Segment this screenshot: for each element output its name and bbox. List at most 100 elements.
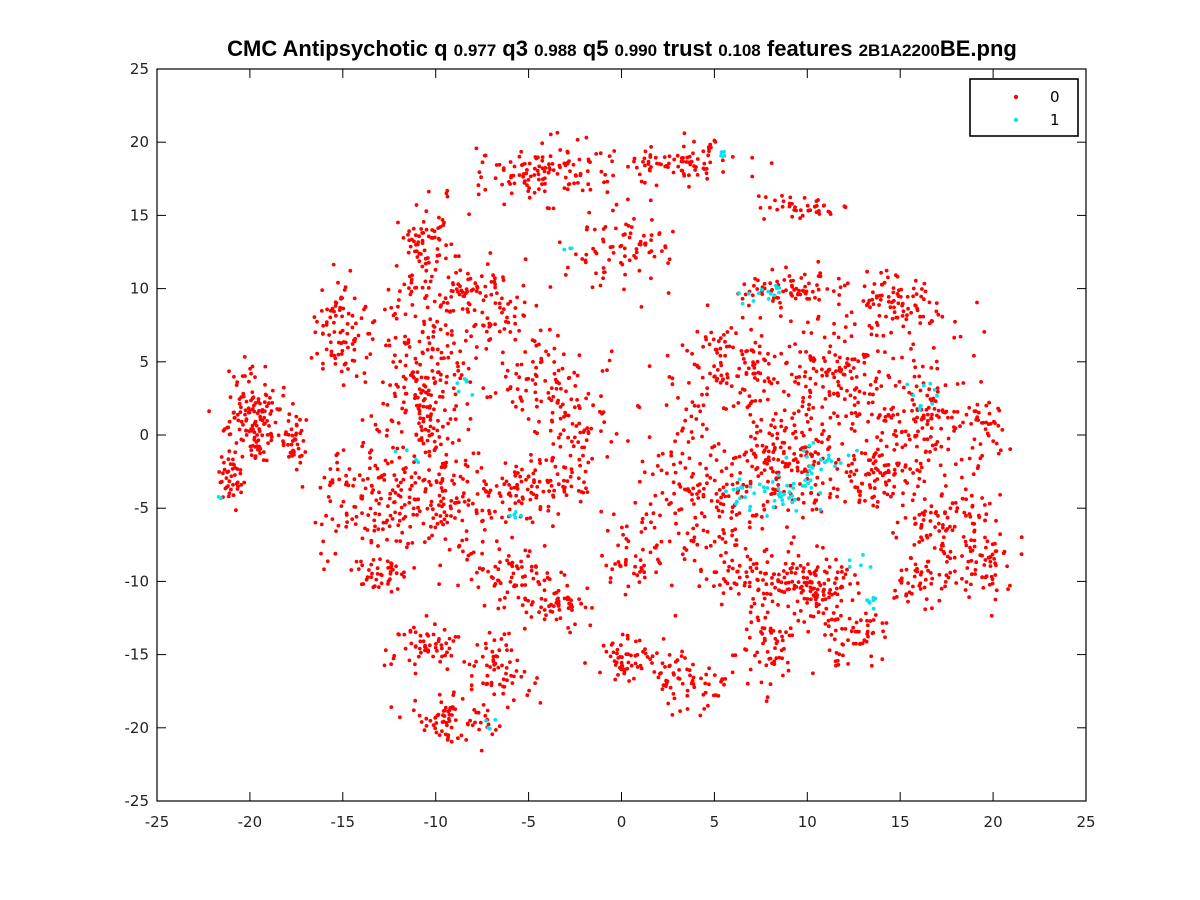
data-point xyxy=(586,460,591,465)
data-point xyxy=(626,584,631,589)
data-point xyxy=(798,609,803,613)
data-point xyxy=(708,160,713,165)
data-point xyxy=(870,297,875,302)
data-point xyxy=(255,433,259,437)
data-point xyxy=(864,438,869,443)
data-point xyxy=(556,588,561,593)
data-point xyxy=(425,405,429,409)
data-point xyxy=(558,432,563,437)
data-point xyxy=(565,150,570,155)
data-point xyxy=(334,529,338,533)
data-point xyxy=(722,560,727,565)
data-point xyxy=(458,474,463,479)
data-point xyxy=(537,164,542,169)
data-point xyxy=(712,584,716,588)
data-point xyxy=(565,161,570,166)
data-point xyxy=(261,458,266,462)
data-point xyxy=(707,666,711,671)
data-point xyxy=(451,282,456,287)
data-point xyxy=(513,337,518,342)
data-point xyxy=(573,622,577,627)
data-point xyxy=(767,431,772,436)
data-point xyxy=(547,577,552,582)
data-point xyxy=(871,503,876,508)
data-point xyxy=(650,218,654,222)
data-point xyxy=(239,405,243,410)
data-point xyxy=(859,618,863,623)
data-point xyxy=(469,674,474,678)
data-point xyxy=(813,483,818,487)
data-point xyxy=(715,499,720,504)
data-point xyxy=(858,642,862,646)
data-point xyxy=(657,232,662,237)
data-point xyxy=(771,450,776,454)
data-point xyxy=(717,488,722,492)
data-point xyxy=(624,524,629,529)
data-point xyxy=(876,416,881,420)
data-point xyxy=(515,295,519,300)
data-point xyxy=(747,394,752,398)
data-point xyxy=(934,301,939,305)
data-point xyxy=(403,363,408,368)
data-point xyxy=(530,520,535,525)
data-point xyxy=(756,278,760,283)
data-point xyxy=(585,169,590,174)
data-point xyxy=(693,515,698,520)
data-point xyxy=(769,554,774,558)
data-point xyxy=(846,463,851,468)
data-point xyxy=(369,414,374,418)
data-point xyxy=(737,511,742,515)
data-point xyxy=(654,570,658,575)
data-point xyxy=(470,723,475,728)
data-point xyxy=(458,284,462,289)
data-point xyxy=(699,511,704,516)
data-point xyxy=(444,256,448,261)
data-point xyxy=(440,654,444,659)
data-point xyxy=(500,296,504,301)
data-point xyxy=(463,338,468,343)
data-point xyxy=(933,511,938,516)
data-point xyxy=(269,435,274,439)
data-point xyxy=(827,565,832,569)
data-point xyxy=(238,410,243,415)
data-point xyxy=(734,538,739,542)
data-point xyxy=(457,509,461,514)
data-point xyxy=(566,435,570,440)
data-point xyxy=(928,533,933,537)
data-point xyxy=(844,414,848,419)
data-point xyxy=(792,611,797,616)
data-point xyxy=(704,545,709,550)
data-point xyxy=(502,327,507,331)
data-point xyxy=(774,656,779,661)
data-point xyxy=(407,345,412,349)
data-point xyxy=(680,451,685,456)
data-point xyxy=(882,490,887,495)
data-point xyxy=(520,407,525,412)
data-point xyxy=(336,523,341,528)
data-point xyxy=(933,399,938,404)
data-point xyxy=(900,355,904,360)
data-point xyxy=(479,175,483,180)
data-point xyxy=(690,400,695,404)
data-point xyxy=(972,409,977,414)
data-point xyxy=(737,366,742,371)
data-point xyxy=(532,190,537,195)
data-point xyxy=(239,483,244,487)
data-point xyxy=(339,352,344,356)
data-point xyxy=(879,384,884,388)
data-point xyxy=(678,485,683,489)
title-part: 0.990 xyxy=(615,41,658,60)
data-point xyxy=(914,384,919,389)
data-point xyxy=(892,310,897,315)
data-point xyxy=(436,370,440,375)
data-point xyxy=(849,479,854,483)
data-point xyxy=(426,256,430,260)
data-point xyxy=(449,350,454,355)
data-point xyxy=(678,460,683,465)
data-point xyxy=(261,450,266,454)
data-point xyxy=(975,300,979,305)
data-point xyxy=(798,216,802,221)
data-point xyxy=(638,558,643,562)
title-part: BE.png xyxy=(940,36,1017,61)
data-point xyxy=(798,350,803,354)
